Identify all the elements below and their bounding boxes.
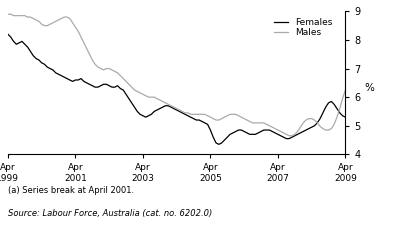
Males — [149, 96, 154, 99]
Females — [149, 113, 154, 116]
Females — [236, 129, 241, 131]
Males — [343, 89, 348, 91]
Females — [343, 116, 348, 118]
Females — [219, 142, 224, 144]
Females — [84, 81, 89, 84]
Females — [323, 106, 328, 109]
Females — [39, 62, 44, 64]
Females — [6, 33, 10, 36]
Y-axis label: %: % — [364, 83, 374, 93]
Males — [6, 13, 10, 16]
Males — [39, 23, 44, 26]
Males — [216, 119, 221, 121]
Line: Females: Females — [8, 34, 345, 144]
Males — [84, 47, 89, 50]
Text: (a) Series break at April 2001.: (a) Series break at April 2001. — [8, 186, 134, 195]
Males — [287, 134, 291, 137]
Line: Males: Males — [8, 14, 345, 136]
Males — [233, 113, 238, 116]
Females — [216, 143, 221, 146]
Legend: Females, Males: Females, Males — [272, 16, 334, 39]
Text: Source: Labour Force, Australia (cat. no. 6202.0): Source: Labour Force, Australia (cat. no… — [8, 209, 212, 218]
Males — [323, 129, 328, 131]
